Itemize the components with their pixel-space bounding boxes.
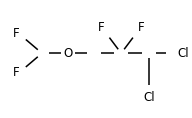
Text: F: F xyxy=(13,27,19,40)
Text: O: O xyxy=(63,47,72,60)
Text: F: F xyxy=(138,21,145,34)
Text: Cl: Cl xyxy=(177,47,189,60)
Text: F: F xyxy=(98,21,104,34)
Text: Cl: Cl xyxy=(143,91,155,103)
Text: F: F xyxy=(13,66,19,79)
